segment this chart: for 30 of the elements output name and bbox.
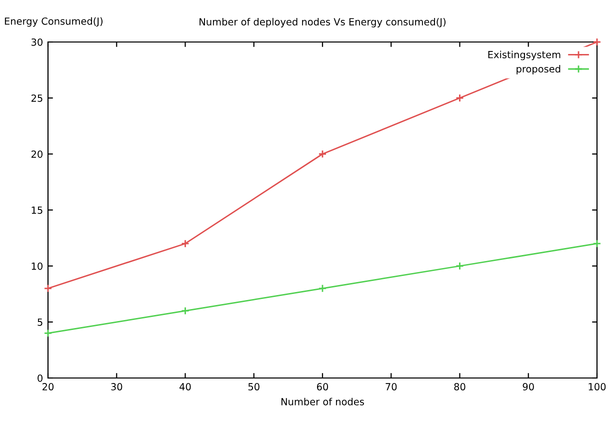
y-tick-label: 20: [31, 150, 42, 158]
point: [44, 329, 52, 338]
y-tick-label: 5: [38, 318, 42, 326]
point: [181, 239, 190, 248]
y-tick-label: 15: [32, 206, 42, 214]
x-tick-label: 90: [522, 383, 534, 390]
point: [181, 306, 190, 315]
y-tick-label: 10: [32, 262, 42, 270]
point: [456, 94, 464, 102]
y-axis-title: Energy Consumed(J): [4, 17, 102, 27]
legend-label: proposed: [516, 65, 560, 74]
x-tick-label: 50: [248, 383, 260, 390]
point: [318, 284, 327, 293]
point: [592, 239, 602, 248]
y-tick-label: 30: [32, 38, 42, 46]
x-tick-label: 30: [111, 383, 122, 390]
point: [44, 284, 52, 293]
y-tick-label: 0: [38, 374, 42, 382]
chart-title: Number of deployed nodes Vs Energy consumed(J): [200, 18, 446, 28]
x-axis-title: Number of nodes: [281, 398, 364, 406]
x-tick-label: 100: [588, 383, 606, 390]
point: [456, 262, 464, 270]
x-tick-label: 20: [42, 383, 54, 390]
legend-label: Existingsystem: [488, 50, 560, 60]
x-tick-label: 60: [316, 383, 328, 390]
x-tick-label: 80: [454, 383, 466, 390]
x-tick-label: 40: [180, 383, 191, 390]
y-tick-label: 25: [31, 94, 42, 102]
x-tick-label: 70: [386, 383, 397, 390]
point: [318, 150, 327, 158]
